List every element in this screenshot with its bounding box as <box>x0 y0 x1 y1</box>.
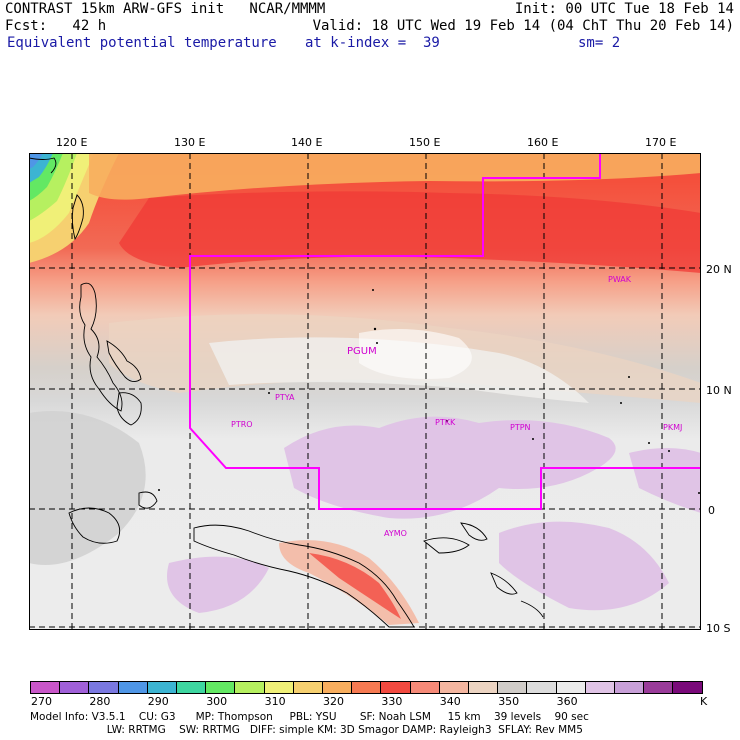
station-label: PTRO <box>231 420 253 429</box>
colorbar-label: 360 <box>556 695 578 708</box>
lon-label: 150 E <box>409 136 441 149</box>
colorbar-cell <box>88 681 119 694</box>
title-line: CONTRAST 15km ARW-GFS init NCAR/MMMM <box>5 1 326 17</box>
colorbar-cell <box>643 681 674 694</box>
colorbar-cell <box>409 681 440 694</box>
coastline-taiwan <box>71 194 84 241</box>
map-frame <box>29 153 701 630</box>
colorbar-cell <box>263 681 294 694</box>
station-label: PTYA <box>275 393 295 402</box>
field-contour <box>499 521 669 611</box>
colorbar-label: 270 <box>31 695 52 708</box>
station-label: PGUM <box>347 346 377 357</box>
colorbar-cell <box>497 681 528 694</box>
lon-label: 170 E <box>645 136 677 149</box>
coastline-new-ireland <box>460 522 488 541</box>
station-label: PKMJ <box>663 423 682 432</box>
colorbar-cell <box>322 681 353 694</box>
smoothing-info: sm= 2 <box>578 35 621 51</box>
colorbar-cell <box>672 681 703 694</box>
station-label: PTKK <box>435 418 456 427</box>
colorbar-unit: K <box>700 695 708 708</box>
colorbar-cell <box>584 681 615 694</box>
colorbar-label: 300 <box>206 695 228 708</box>
station-label: PWAK <box>608 275 632 284</box>
lon-label: 130 E <box>174 136 206 149</box>
lon-label: 140 E <box>291 136 323 149</box>
colorbar-cell <box>292 681 323 694</box>
coastline-china <box>29 157 57 174</box>
field-contour <box>29 153 43 169</box>
colorbar-cell <box>234 681 265 694</box>
lon-label: 160 E <box>527 136 559 149</box>
init-time: Init: 00 UTC Tue 18 Feb 14 <box>514 1 734 17</box>
colorbar-cell <box>526 681 557 694</box>
colorbar-label: 340 <box>439 695 461 708</box>
theta-e-map: PGUM PTYA PTRO PTKK PTPN PKMJ PWAK AYMO <box>29 153 701 630</box>
field-contour <box>29 411 146 565</box>
colorbar-label: 350 <box>498 695 520 708</box>
boundary-line <box>189 153 701 510</box>
coastline-solomons <box>490 572 518 595</box>
colorbar-cell <box>438 681 469 694</box>
colorbar-label: 330 <box>381 695 403 708</box>
station-label: AYMO <box>384 529 407 538</box>
colorbar-label: 310 <box>264 695 286 708</box>
map-panel: PGUM PTYA PTRO PTKK PTPN PKMJ PWAK AYMO <box>29 153 701 630</box>
field-contour <box>309 553 401 619</box>
colorbar-cell <box>146 681 177 694</box>
coastlines <box>29 157 544 628</box>
coastline-halmahera <box>138 491 158 509</box>
field-contour <box>167 556 269 613</box>
model-info-line-2: LW: RRTMG SW: RRTMG DIFF: simple KM: 3D … <box>30 724 583 736</box>
coastline-visayas <box>106 340 142 382</box>
field-contour <box>89 153 701 200</box>
colorbar-cell <box>30 681 61 694</box>
colorbar-cell <box>614 681 645 694</box>
valid-time: Valid: 18 UTC Wed 19 Feb 14 (04 ChT Thu … <box>312 18 734 34</box>
colorbar-cell <box>468 681 499 694</box>
colorbar-label: 290 <box>147 695 169 708</box>
station-label: PTPN <box>510 423 531 432</box>
lon-label: 120 E <box>56 136 88 149</box>
field-contour <box>119 191 701 273</box>
field-contour <box>629 448 701 513</box>
coastline-mindanao <box>116 392 142 426</box>
colorbar-cell <box>205 681 236 694</box>
small-islands <box>158 289 700 494</box>
field-contour <box>284 416 616 519</box>
coastline-new-britain <box>423 537 470 554</box>
colorbar-cell <box>117 681 148 694</box>
coastline-new-guinea <box>193 524 415 628</box>
lat-label: 0 <box>708 504 715 517</box>
colorbar-label: 280 <box>89 695 111 708</box>
lat-label: 10 N <box>706 384 732 397</box>
colorbar-cell <box>176 681 207 694</box>
colorbar-cell <box>380 681 411 694</box>
lat-label: 10 S <box>706 622 731 635</box>
forecast-hour: Fcst: 42 h <box>5 18 107 34</box>
level-info: at k-index = 39 <box>305 35 440 51</box>
colorbar-cell <box>555 681 586 694</box>
colorbar-cell <box>59 681 90 694</box>
model-info-line-1: Model Info: V3.5.1 CU: G3 MP: Thompson P… <box>30 711 589 723</box>
colorbar-label: 320 <box>323 695 344 708</box>
colorbar-cell <box>351 681 382 694</box>
coastline-solomons <box>520 600 544 618</box>
lat-label: 20 N <box>706 263 732 276</box>
field-contour <box>359 329 472 379</box>
coastline-sulawesi <box>68 507 121 544</box>
coastline-luzon <box>79 282 123 412</box>
field-name: Equivalent potential temperature <box>7 35 277 51</box>
